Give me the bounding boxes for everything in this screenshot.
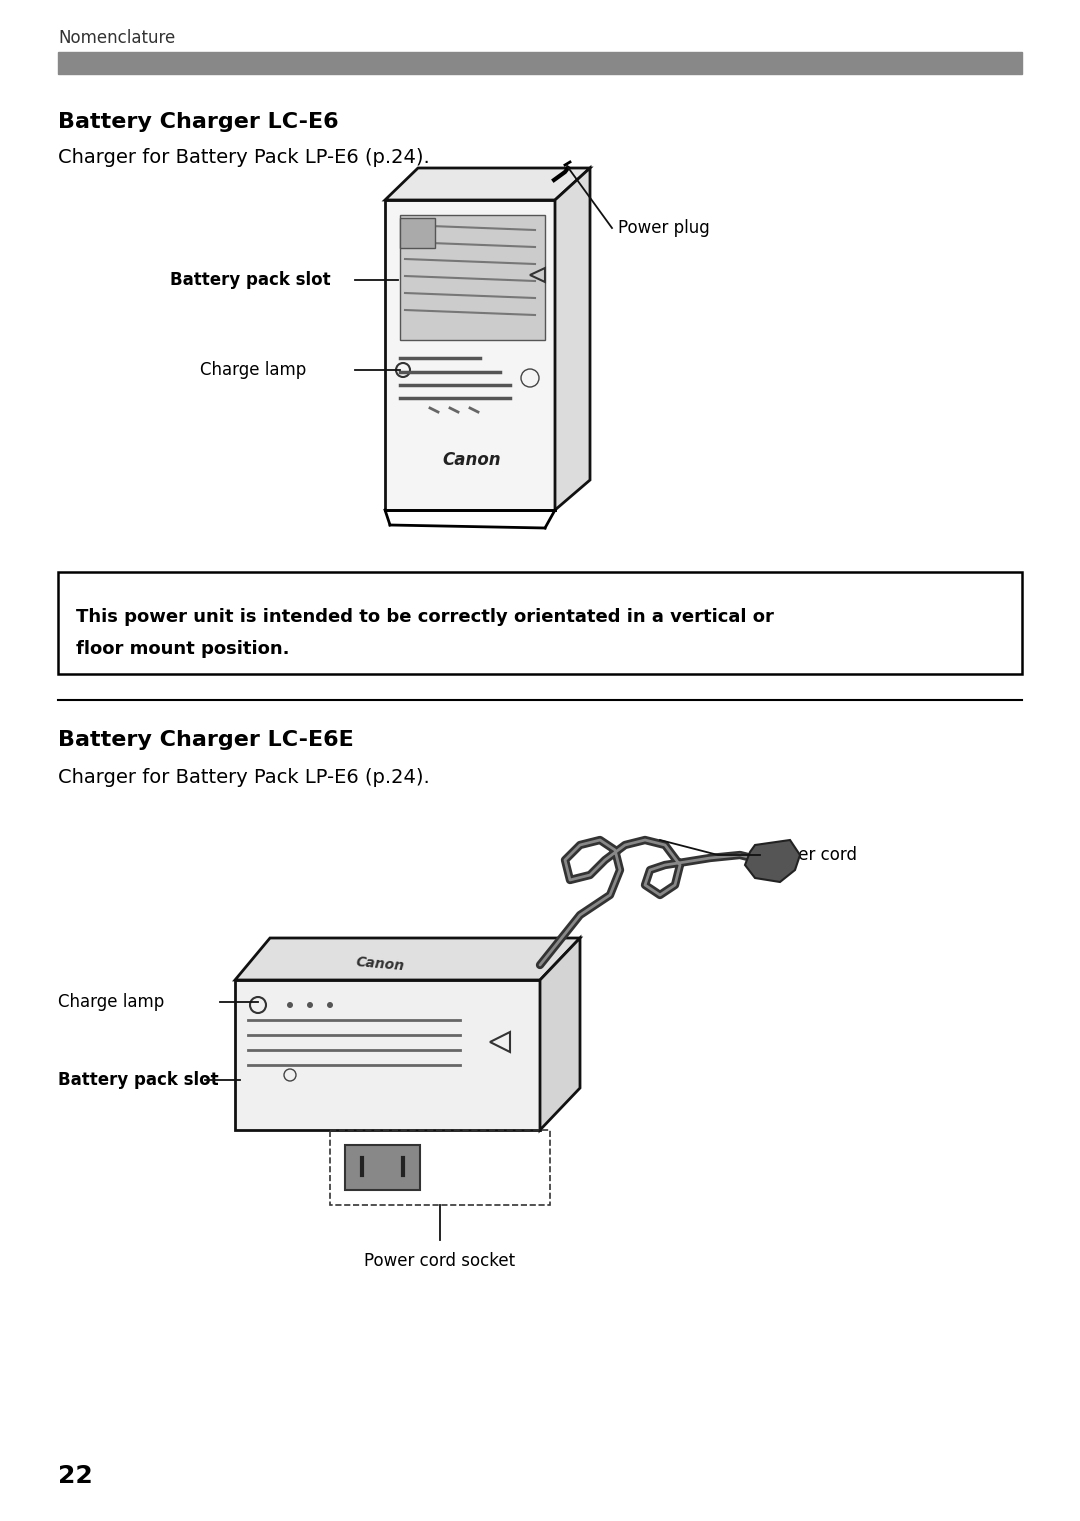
Polygon shape <box>400 218 435 248</box>
Text: Power cord socket: Power cord socket <box>364 1252 515 1270</box>
Text: This power unit is intended to be correctly orientated in a vertical or: This power unit is intended to be correc… <box>76 608 774 627</box>
Text: Charge lamp: Charge lamp <box>200 360 307 379</box>
Text: 22: 22 <box>58 1465 93 1488</box>
Text: Battery Charger LC-E6: Battery Charger LC-E6 <box>58 113 339 132</box>
Text: Charger for Battery Pack LP-E6 (p.24).: Charger for Battery Pack LP-E6 (p.24). <box>58 768 430 786</box>
Text: Canon: Canon <box>443 452 501 468</box>
Bar <box>58 572 1022 674</box>
Text: Power plug: Power plug <box>618 219 710 237</box>
Polygon shape <box>235 938 580 980</box>
Text: Battery pack slot: Battery pack slot <box>58 1071 218 1089</box>
Text: Power cord: Power cord <box>765 846 858 864</box>
Circle shape <box>327 1002 333 1008</box>
Bar <box>58 52 1022 75</box>
Text: Battery pack slot: Battery pack slot <box>170 271 330 289</box>
Text: Charge lamp: Charge lamp <box>58 993 164 1011</box>
Polygon shape <box>345 1145 420 1189</box>
Polygon shape <box>384 167 590 199</box>
Polygon shape <box>384 199 555 510</box>
Text: Battery Charger LC-E6E: Battery Charger LC-E6E <box>58 730 354 750</box>
Text: floor mount position.: floor mount position. <box>76 640 289 659</box>
Bar <box>330 1130 550 1205</box>
Polygon shape <box>555 167 590 510</box>
Circle shape <box>287 1002 293 1008</box>
Circle shape <box>307 1002 313 1008</box>
Text: Charger for Battery Pack LP-E6 (p.24).: Charger for Battery Pack LP-E6 (p.24). <box>58 148 430 167</box>
Text: Nomenclature: Nomenclature <box>58 29 175 47</box>
Polygon shape <box>400 214 545 341</box>
Polygon shape <box>235 980 540 1130</box>
Polygon shape <box>540 938 580 1130</box>
Polygon shape <box>745 840 800 882</box>
Text: Canon: Canon <box>355 955 405 973</box>
